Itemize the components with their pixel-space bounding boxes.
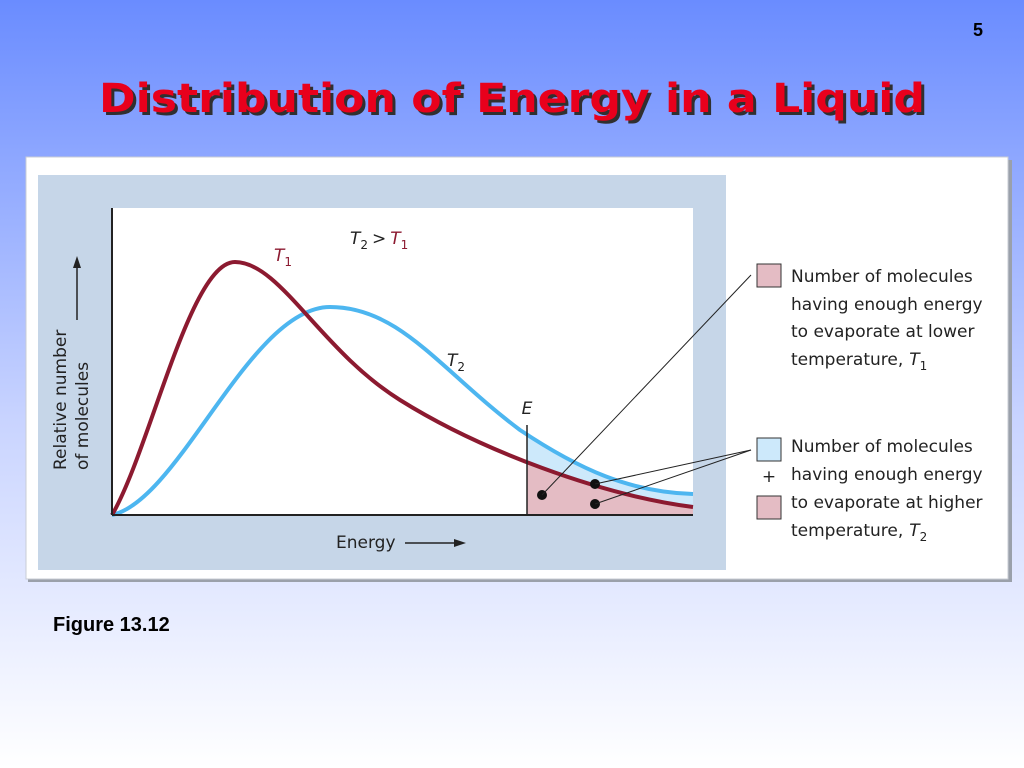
- legend-swatch: [756, 263, 782, 288]
- t2-label: T2: [447, 351, 465, 374]
- pointer: [594, 449, 752, 485]
- legend-text: Number of molecules having enough energy…: [791, 267, 983, 544]
- subscript: 1: [920, 359, 928, 373]
- y-axis-label: Relative number: [51, 330, 71, 470]
- legend-line: temperature, T1: [791, 350, 927, 373]
- plus: +: [762, 467, 776, 487]
- legend-swatch: [756, 495, 782, 520]
- legend-line: having enough energy: [791, 295, 983, 315]
- subscript: 2: [920, 530, 928, 544]
- y-axis-label-group: Relative number of molecules: [51, 330, 93, 470]
- threshold-label: E: [522, 399, 533, 419]
- legend-swatch: [756, 437, 782, 462]
- subscript: 2: [360, 238, 368, 252]
- legend-line: Number of molecules: [791, 267, 973, 287]
- comparison: T2 > T1: [350, 229, 408, 252]
- legend-line: to evaporate at higher: [791, 493, 983, 513]
- legend-line: to evaporate at lower: [791, 322, 975, 342]
- title-shadow: Distribution of Energy in a Liquid: [102, 79, 928, 125]
- y-axis-label: of molecules: [73, 362, 93, 470]
- text: temperature,: [791, 350, 903, 370]
- title: Distribution of Energy in a Liquid: [99, 76, 925, 122]
- caption: Figure 13.12: [53, 614, 170, 636]
- symbol: T: [390, 229, 402, 249]
- operator: >: [372, 229, 386, 249]
- symbol: T: [274, 246, 286, 266]
- subscript: 1: [284, 255, 292, 269]
- legend-line: temperature, T2: [791, 521, 927, 544]
- text: temperature,: [791, 521, 903, 541]
- legend-line: having enough energy: [791, 465, 983, 485]
- x-arrowhead: [454, 539, 466, 547]
- symbol: T: [909, 350, 921, 370]
- t1-curve: [110, 259, 694, 517]
- slide-number: 5: [973, 20, 983, 40]
- symbol: T: [447, 351, 459, 371]
- plot-area: [112, 208, 693, 515]
- pointer: [541, 274, 752, 496]
- legend-line: Number of molecules: [791, 437, 973, 457]
- t1-label: T1: [274, 246, 292, 269]
- subscript: 1: [401, 238, 409, 252]
- symbol: T: [350, 229, 362, 249]
- symbol: T: [909, 521, 921, 541]
- t2-curve: [111, 304, 694, 517]
- pointer: [594, 449, 752, 505]
- subscript: 2: [457, 360, 465, 374]
- x-axis-label: Energy: [336, 533, 396, 553]
- y-arrowhead: [73, 256, 81, 268]
